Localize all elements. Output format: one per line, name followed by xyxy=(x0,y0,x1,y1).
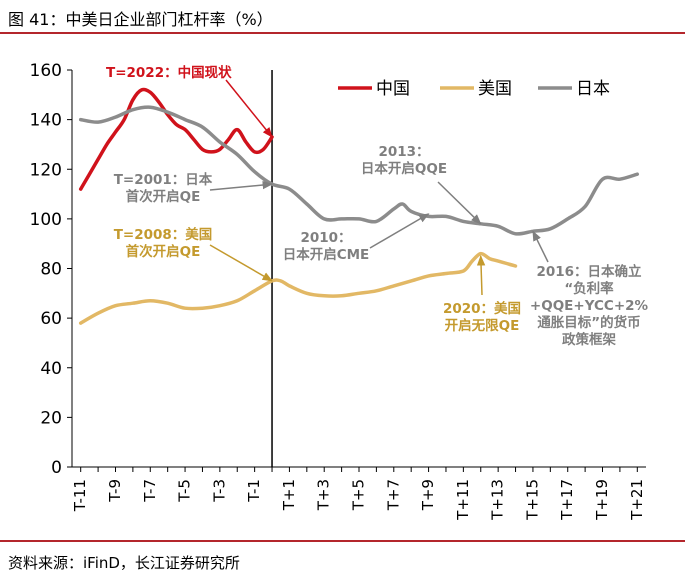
top-rule xyxy=(0,32,685,34)
annotation-line: 2013： xyxy=(378,144,429,160)
annotation-jp-2001: T=2001：日本首次开启QE xyxy=(114,171,274,205)
annotation-arrow xyxy=(225,79,273,138)
annotation-arrow xyxy=(209,244,273,282)
x-tick-label: T-1 xyxy=(245,479,263,503)
annotation-line: 首次开启QE xyxy=(126,243,201,260)
x-tick-label: T-3 xyxy=(210,479,228,503)
x-tick-label: T-11 xyxy=(71,479,89,512)
annotation-text: 2016：日本确立“负利率+QQE+YCC+2%通胀目标”的货币政策框架 xyxy=(530,263,649,348)
x-tick-label: T-7 xyxy=(141,479,159,503)
x-tick-label: T+19 xyxy=(593,479,611,521)
annotation-line: 首次开启QE xyxy=(126,188,201,205)
annotation-line: 政策框架 xyxy=(562,331,616,348)
x-tick-label: T+9 xyxy=(419,479,437,511)
y-tick-label: 120 xyxy=(30,160,62,180)
x-tick-label: T-5 xyxy=(176,479,194,503)
annotation-us-2020: 2020：美国开启无限QE xyxy=(443,255,521,334)
chart-series xyxy=(78,87,640,325)
x-tick-label: T+5 xyxy=(350,479,368,511)
legend-label-china: 中国 xyxy=(376,79,410,99)
annotation-line: T=2008：美国 xyxy=(114,226,213,243)
annotation-text: T=2008：美国首次开启QE xyxy=(114,226,213,260)
x-tick-label: T+11 xyxy=(454,479,472,521)
annotation-text: 2020：美国开启无限QE xyxy=(443,300,521,334)
annotation-jp-2013: 2013：日本开启QQE xyxy=(361,144,482,225)
annotation-text: T=2001：日本首次开启QE xyxy=(114,171,213,205)
annotation-line: 通胀目标”的货币 xyxy=(537,314,640,331)
series-line-us xyxy=(78,251,518,325)
y-tick-label: 60 xyxy=(40,309,62,329)
x-tick-label: T+13 xyxy=(489,479,507,521)
x-tick-label: T+21 xyxy=(628,479,646,521)
line-chart: 0 20 40 60 80 100 120 140 160 T-11 T-9 T-7 T-5 T-3 T-1… xyxy=(30,61,649,521)
chart-legend: 中国 美国 日本 xyxy=(338,79,610,99)
annotation-line: 2020：美国 xyxy=(443,300,521,317)
annotation-line: “负利率 xyxy=(564,280,614,297)
annotation-text: 2013：日本开启QQE xyxy=(361,144,447,177)
annotation-line: T=2022：中国现状 xyxy=(106,64,232,81)
annotation-arrow xyxy=(532,230,549,263)
annotation-jp-2016: 2016：日本确立“负利率+QQE+YCC+2%通胀目标”的货币政策框架 xyxy=(530,230,649,348)
annotation-line: 2010： xyxy=(300,230,351,246)
y-tick-label: 80 xyxy=(40,260,62,280)
figure-title: 图 41：中美日企业部门杠杆率（%） xyxy=(8,10,273,29)
annotation-arrow xyxy=(476,255,486,296)
chart-axes: 0 20 40 60 80 100 120 140 160 T-11 T-9 T-7 T-5 T-3 T-1… xyxy=(30,61,646,521)
annotation-arrow xyxy=(437,181,482,225)
x-tick-label: T+15 xyxy=(523,479,541,521)
legend-label-japan: 日本 xyxy=(576,79,610,99)
annotation-line: 日本开启QQE xyxy=(361,160,447,177)
y-tick-label: 40 xyxy=(40,359,62,379)
y-tick-label: 0 xyxy=(51,458,62,478)
annotation-line: 日本开启CME xyxy=(283,246,370,263)
annotation-text: 2010：日本开启CME xyxy=(283,230,370,263)
y-tick-label: 100 xyxy=(30,210,62,230)
x-tick-label: T+1 xyxy=(280,479,298,511)
annotation-line: 开启无限QE xyxy=(445,317,520,334)
annotation-arrow xyxy=(369,213,430,249)
x-tick-label: T+3 xyxy=(315,479,333,511)
source-note: 资料来源：iFinD，长江证券研究所 xyxy=(8,554,240,572)
y-tick-label: 160 xyxy=(30,61,62,81)
chart-annotations: T=2022：中国现状T=2001：日本首次开启QE2013：日本开启QQE20… xyxy=(106,64,649,348)
annotation-china-now: T=2022：中国现状 xyxy=(106,64,273,138)
annotation-jp-2010: 2010：日本开启CME xyxy=(283,213,430,263)
legend-label-us: 美国 xyxy=(478,79,512,99)
x-tick-label: T+17 xyxy=(558,479,576,521)
bottom-rule xyxy=(0,540,685,542)
x-tick-label: T+7 xyxy=(384,479,402,511)
y-tick-label: 20 xyxy=(40,408,62,428)
annotation-line: 2016：日本确立 xyxy=(536,263,642,280)
annotation-line: +QQE+YCC+2% xyxy=(530,298,649,314)
x-tick-label: T-9 xyxy=(106,479,124,503)
annotation-arrow xyxy=(209,180,274,191)
annotation-us-2008: T=2008：美国首次开启QE xyxy=(114,226,273,282)
annotation-line: T=2001：日本 xyxy=(114,171,213,188)
series-line-china xyxy=(78,87,274,191)
series-line-japan xyxy=(78,105,640,236)
y-tick-label: 140 xyxy=(30,111,62,131)
annotation-text: T=2022：中国现状 xyxy=(106,64,232,81)
